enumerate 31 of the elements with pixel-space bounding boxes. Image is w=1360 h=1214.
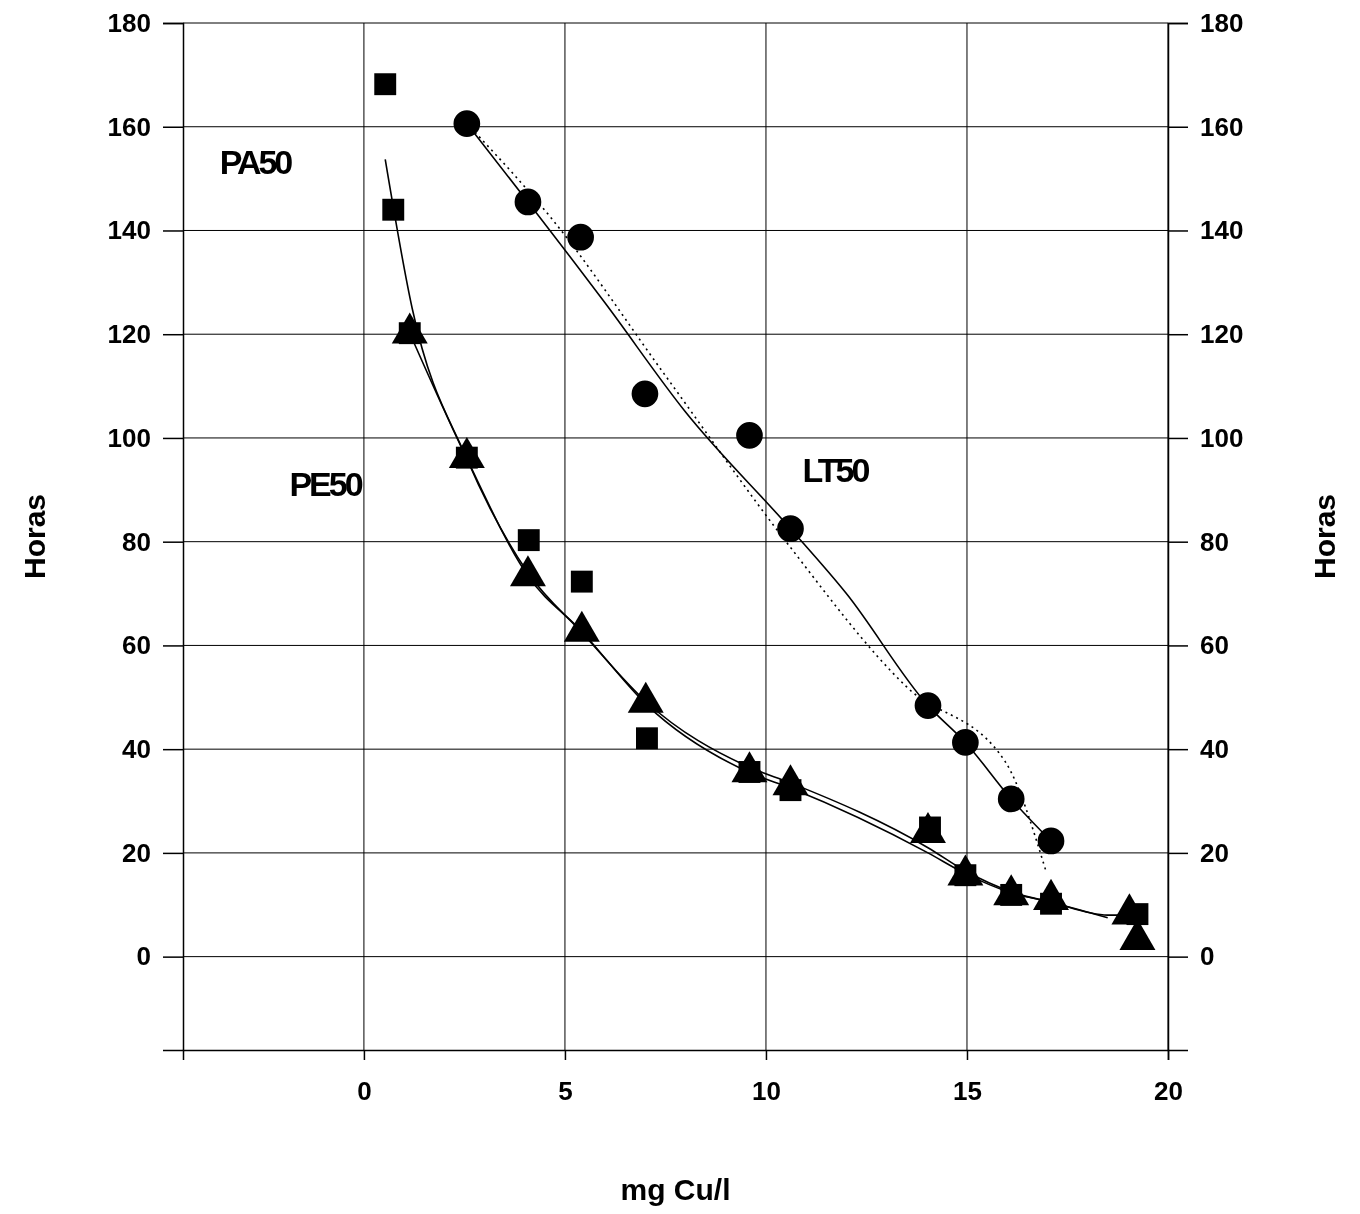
y2-tick-label: 100	[1200, 422, 1244, 453]
y-tick-label: 80	[122, 526, 151, 557]
y-tick-label: 0	[136, 941, 151, 972]
x-tick-label: 5	[558, 1076, 573, 1107]
y2-tick-label: 140	[1200, 215, 1244, 246]
y2-axis-title: Horas	[1308, 493, 1341, 580]
y2-tick-label: 40	[1200, 733, 1229, 764]
y-tick-label: 100	[107, 422, 151, 453]
y-tick-label: 160	[107, 111, 151, 142]
y2-tick-label: 20	[1200, 837, 1229, 868]
annotation: LT50	[802, 450, 870, 489]
y2-tick-label: 60	[1200, 630, 1229, 661]
y-tick-label: 40	[122, 733, 151, 764]
x-tick-label: 20	[1154, 1076, 1183, 1107]
annotation: PE50	[289, 464, 363, 503]
y-tick-label: 180	[107, 7, 151, 38]
y-tick-label: 20	[122, 837, 151, 868]
y-tick-label: 140	[107, 215, 151, 246]
y-axis-title: Horas	[18, 493, 51, 580]
y-tick-label: 120	[107, 319, 151, 350]
x-axis-title: mg Cu/l	[620, 1173, 731, 1206]
y2-tick-label: 160	[1200, 111, 1244, 142]
annotation: PA50	[219, 142, 293, 181]
y-tick-label: 60	[122, 630, 151, 661]
x-tick-label: 10	[752, 1076, 781, 1107]
y2-tick-label: 80	[1200, 526, 1229, 557]
y2-tick-label: 0	[1200, 941, 1215, 972]
x-tick-label: 15	[953, 1076, 982, 1107]
y2-tick-label: 120	[1200, 319, 1244, 350]
x-tick-label: 0	[357, 1076, 372, 1107]
y2-tick-label: 180	[1200, 7, 1244, 38]
